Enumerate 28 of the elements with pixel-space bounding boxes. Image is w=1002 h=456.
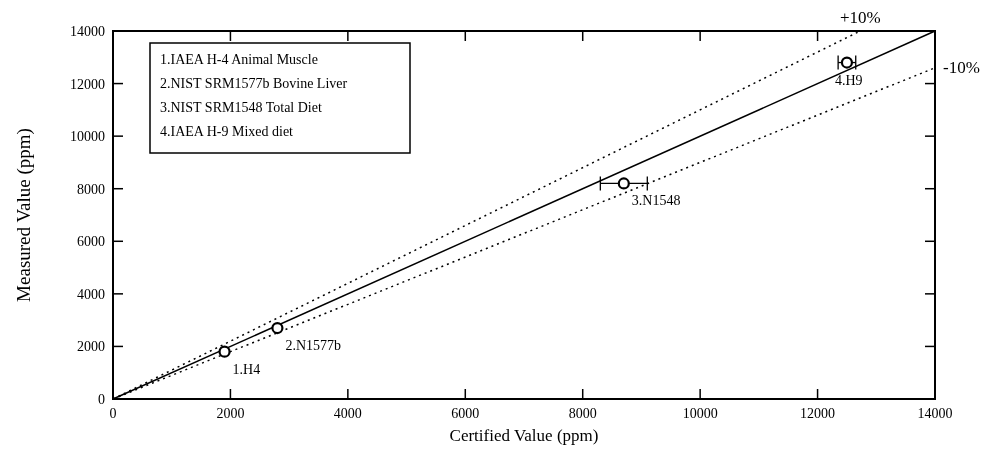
y-tick-label: 10000 <box>70 129 105 145</box>
x-tick-label: 8000 <box>568 406 597 421</box>
annotation: 2.N1577b <box>285 338 342 354</box>
x-axis-title: Certified Value (ppm) <box>449 426 599 445</box>
annotation: 2.NIST SRM1577b Bovine Liver <box>160 76 348 91</box>
y-tick-label: 0 <box>98 392 105 407</box>
annotation: 1.IAEA H-4 Animal Muscle <box>160 52 318 67</box>
y-tick-label: 4000 <box>77 286 105 302</box>
y-axis-title: Measured Value (ppm) <box>13 128 35 302</box>
x-tick-label: 6000 <box>451 406 480 421</box>
y-tick-label: 6000 <box>77 234 105 250</box>
x-tick-label: 0 <box>109 406 117 421</box>
x-tick-label: 2000 <box>216 406 245 421</box>
y-tick-label: 14000 <box>70 24 105 39</box>
series-label: -10% <box>943 57 980 77</box>
x-tick-label: 14000 <box>917 406 953 421</box>
annotation: 1.H4 <box>232 361 261 377</box>
series-label: +10% <box>839 8 881 27</box>
x-tick-label: 12000 <box>800 406 836 421</box>
x-tick-label: 10000 <box>682 406 718 421</box>
y-tick-label: 2000 <box>77 339 105 355</box>
annotation: 4.H9 <box>834 72 863 88</box>
y-tick-label: 12000 <box>70 76 105 92</box>
y-tick-label: 8000 <box>77 181 105 197</box>
annotation: 3.N1548 <box>631 193 681 209</box>
annotation: 4.IAEA H-9 Mixed diet <box>160 124 294 139</box>
x-tick-label: 4000 <box>333 406 362 421</box>
annotation: 3.NIST SRM1548 Total Diet <box>160 100 322 115</box>
